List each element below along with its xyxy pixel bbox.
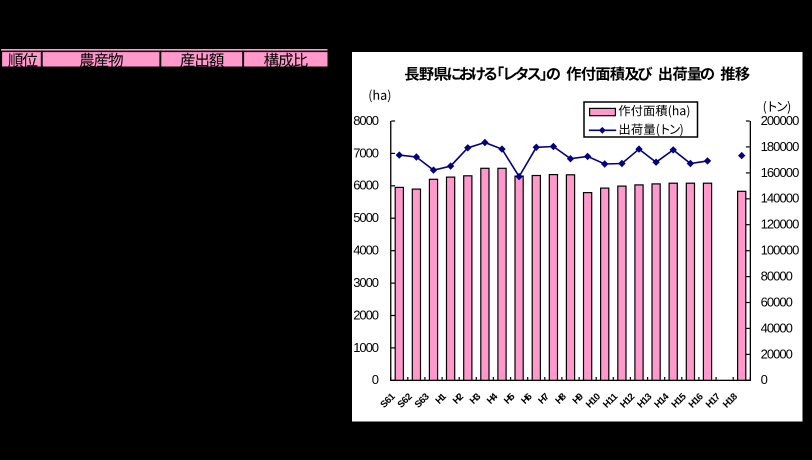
svg-text:1000: 1000 (353, 340, 379, 355)
svg-text:100000: 100000 (761, 243, 800, 258)
svg-text:6000: 6000 (353, 178, 379, 193)
svg-text:180000: 180000 (761, 139, 800, 154)
svg-text:0: 0 (372, 372, 379, 387)
svg-text:2000: 2000 (353, 307, 379, 322)
svg-text:200000: 200000 (761, 113, 800, 128)
svg-text:0: 0 (761, 372, 768, 387)
svg-text:40000: 40000 (761, 320, 793, 335)
svg-text:5000: 5000 (353, 210, 379, 225)
svg-text:3000: 3000 (353, 275, 379, 290)
svg-text:4000: 4000 (353, 243, 379, 258)
svg-text:60000: 60000 (761, 294, 793, 309)
svg-text:120000: 120000 (761, 217, 800, 232)
svg-text:20000: 20000 (761, 346, 793, 361)
svg-text:140000: 140000 (761, 191, 800, 206)
svg-text:80000: 80000 (761, 269, 793, 284)
svg-text:8000: 8000 (353, 113, 379, 128)
svg-text:160000: 160000 (761, 165, 800, 180)
svg-text:7000: 7000 (353, 145, 379, 160)
